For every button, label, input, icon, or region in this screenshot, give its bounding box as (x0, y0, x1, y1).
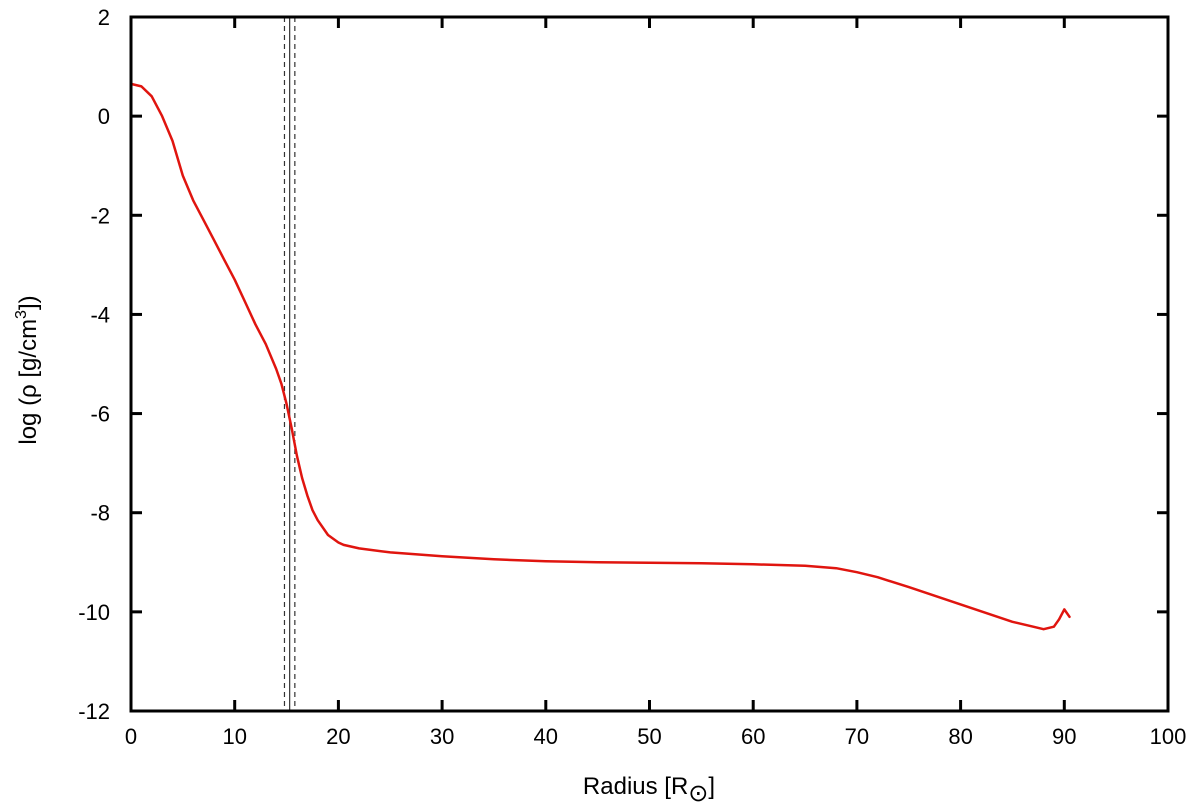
y-tick-label: -6 (90, 402, 110, 427)
x-tick-label: 50 (637, 724, 661, 749)
vertical-reference-lines (283, 17, 296, 711)
x-tick-label: 20 (326, 724, 350, 749)
y-tick-label: 2 (98, 5, 110, 30)
y-axis-label: log (ρ [g/cm3]) (13, 295, 42, 444)
y-tick-label: -8 (90, 501, 110, 526)
plot-frame (129, 15, 1170, 713)
x-axis-label-text: Radius [R (583, 773, 688, 800)
y-tick-label: -12 (78, 699, 110, 724)
y-tick-label: -2 (90, 203, 110, 228)
x-tick-label: 90 (1052, 724, 1076, 749)
axis-ticks (129, 15, 1170, 713)
x-axis-label: Radius [R⊙] (583, 773, 715, 807)
density-series-line (129, 82, 1071, 631)
x-tick-label: 10 (222, 724, 246, 749)
x-tick-label: 80 (948, 724, 972, 749)
series-layer (129, 82, 1071, 631)
x-tick-label: 60 (741, 724, 765, 749)
x-tick-label: 30 (430, 724, 454, 749)
x-axis-label-close: ] (708, 773, 715, 800)
y-tick-label: -4 (90, 302, 110, 327)
solar-symbol: ⊙ (688, 780, 708, 807)
x-tick-label: 40 (534, 724, 558, 749)
x-tick-label: 100 (1150, 724, 1187, 749)
x-tick-label: 70 (845, 724, 869, 749)
y-axis-label-text: log (ρ [g/cm (15, 319, 42, 445)
y-axis-label-sup: 3 (13, 310, 30, 319)
y-tick-label: 0 (98, 104, 110, 129)
y-tick-label: -10 (78, 600, 110, 625)
x-tick-label: 0 (125, 724, 137, 749)
y-axis-label-close: ]) (15, 295, 42, 310)
